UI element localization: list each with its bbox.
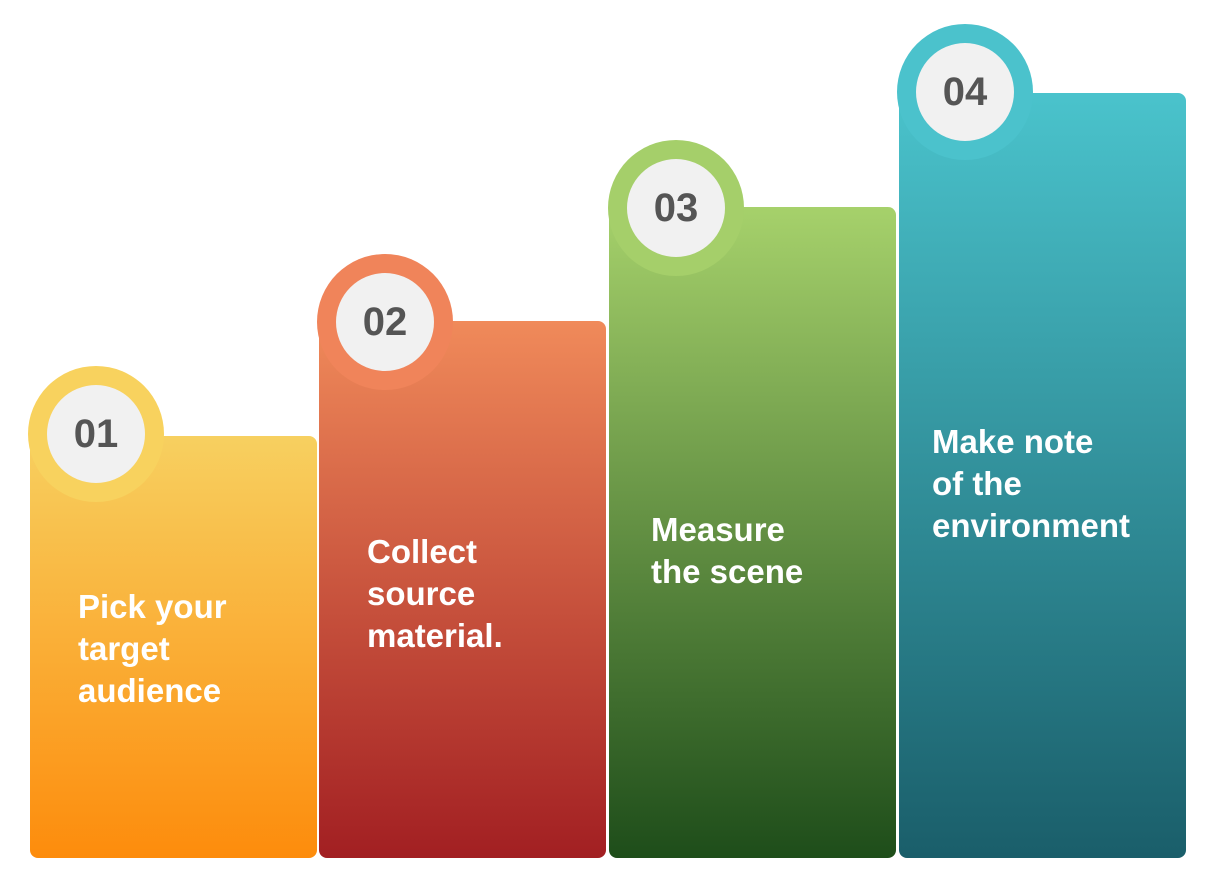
step-3-text: Measure the scene — [651, 511, 804, 590]
step-2-number: 02 — [336, 273, 434, 371]
step-2-bar — [319, 321, 606, 858]
step-3-badge: 03 — [608, 140, 744, 276]
step-1-badge: 01 — [28, 366, 164, 502]
step-2-text: Collect source material. — [367, 533, 503, 654]
step-1-text: Pick your target audience — [78, 588, 227, 709]
step-3-number: 03 — [627, 159, 725, 257]
step-2-badge: 02 — [317, 254, 453, 390]
step-4-text: Make note of the environment — [932, 423, 1131, 544]
step-4-number: 04 — [916, 43, 1014, 141]
step-3-bar — [609, 207, 896, 858]
step-4-badge: 04 — [897, 24, 1033, 160]
step-1-number: 01 — [47, 385, 145, 483]
step-1-bar — [30, 436, 317, 858]
step-4-bar — [899, 93, 1186, 858]
